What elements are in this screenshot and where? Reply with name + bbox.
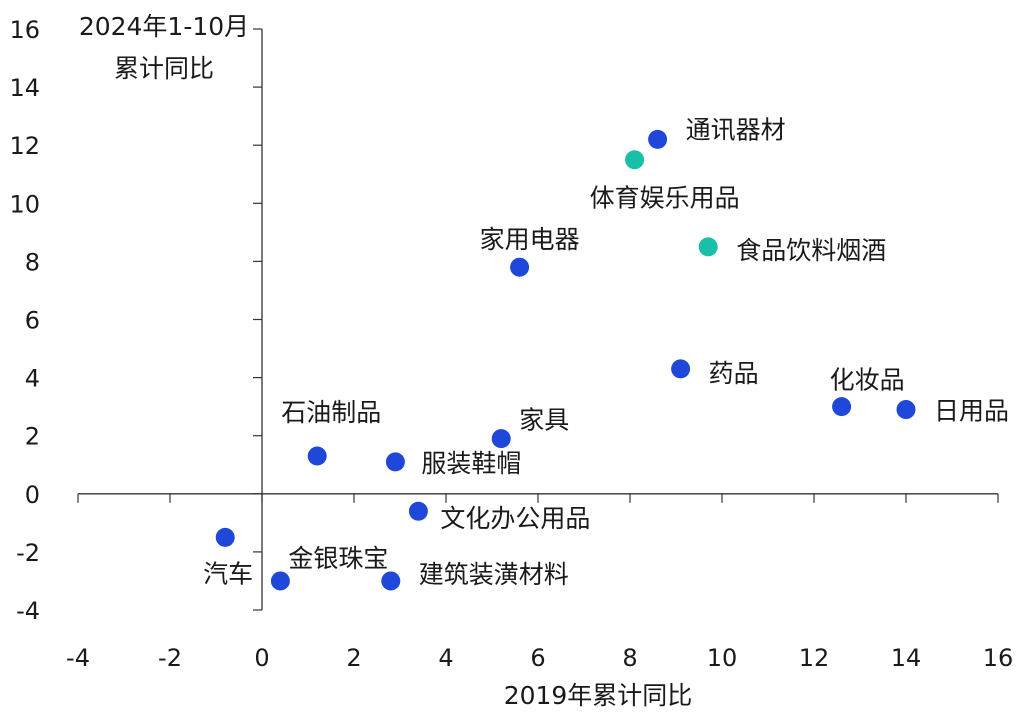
y-tick-label: 2 [25, 423, 40, 451]
y-tick-label: -2 [16, 539, 40, 567]
point-label: 金银珠宝 [288, 544, 388, 573]
y-tick-label: 16 [9, 16, 40, 44]
x-axis-title: 2019年累计同比 [504, 681, 693, 710]
point-label: 家具 [519, 406, 569, 435]
point-label: 汽车 [203, 559, 253, 588]
point-label: 文化办公用品 [440, 504, 590, 533]
x-tick-label: 4 [438, 644, 453, 672]
data-point [625, 150, 645, 170]
point-label: 建筑装潢材料 [419, 560, 569, 589]
tick-labels: -4 -2 0 2 4 6 8 10 12 14 16 16 14 12 10 8 6 4 2 0 -2 -4 [9, 16, 1013, 672]
data-point [896, 400, 916, 420]
y-tick-label: 14 [9, 74, 40, 102]
data-point [491, 429, 511, 449]
x-tick-label: 2 [346, 644, 361, 672]
point-label: 化妆品 [830, 366, 905, 395]
point-label: 日用品 [934, 397, 1009, 426]
x-tick-label: -4 [66, 644, 90, 672]
data-point [408, 501, 428, 521]
point-label: 服装鞋帽 [421, 449, 521, 478]
y-tick-label: 0 [25, 481, 40, 509]
data-point [698, 237, 718, 257]
data-point [270, 571, 290, 591]
y-tick-label: 8 [25, 248, 40, 276]
y-tick-label: 12 [9, 132, 40, 160]
x-tick-label: 16 [983, 644, 1014, 672]
data-point [648, 129, 668, 149]
x-tick-label: 8 [622, 644, 637, 672]
point-label: 石油制品 [281, 398, 381, 427]
data-point [671, 359, 691, 379]
x-tick-label: 10 [707, 644, 738, 672]
y-axis-title-line-2: 累计同比 [114, 54, 214, 83]
y-tick-label: 6 [25, 307, 40, 335]
point-label: 家用电器 [480, 225, 580, 254]
point-label: 食品饮料烟酒 [736, 236, 886, 265]
y-tick-label: 4 [25, 365, 40, 393]
y-axis-title-line-1: 2024年1-10月 [79, 12, 249, 41]
axes [77, 28, 999, 611]
data-point [385, 452, 405, 472]
x-tick-label: 6 [530, 644, 545, 672]
data-points [215, 129, 916, 591]
x-tick-label: 14 [891, 644, 922, 672]
point-label: 药品 [709, 359, 759, 388]
data-point [510, 257, 530, 277]
x-tick-label: 12 [799, 644, 830, 672]
y-tick-label: -4 [16, 597, 40, 625]
data-point [215, 527, 235, 547]
x-tick-label: -2 [158, 644, 182, 672]
data-point [832, 397, 852, 417]
x-tick-label: 0 [254, 644, 269, 672]
point-label: 体育娱乐用品 [590, 184, 740, 213]
y-tick-label: 10 [9, 190, 40, 218]
point-label: 通讯器材 [686, 115, 786, 144]
data-point [381, 571, 401, 591]
data-point [307, 446, 327, 466]
